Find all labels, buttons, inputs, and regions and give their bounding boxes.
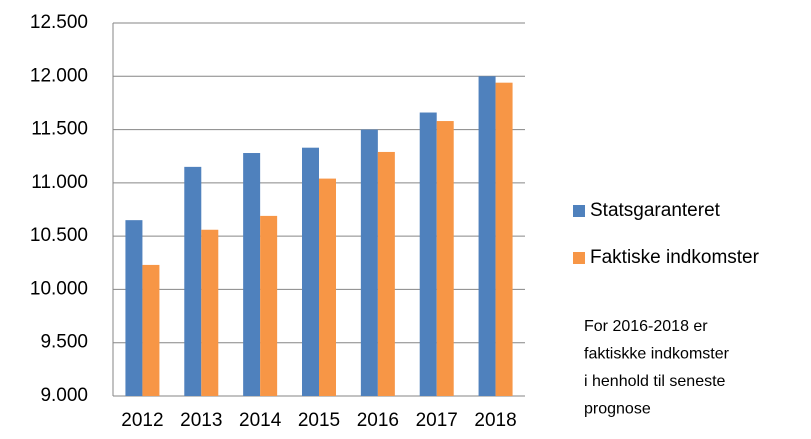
annotation: faktiskke indkomster [584,346,730,363]
annotation: prognose [584,401,651,418]
y-tick-label: 10.500 [30,225,88,246]
bar [495,82,513,397]
bar [142,264,160,396]
x-tick-label: 2015 [298,410,340,431]
bar [260,215,278,396]
x-tick-label: 2018 [474,410,516,431]
bar [201,229,219,396]
y-tick-label: 9.500 [40,332,88,353]
x-tick-label: 2017 [416,410,458,431]
x-tick-label: 2012 [121,410,163,431]
legend-label: Faktiske indkomster [590,247,760,268]
bar [302,147,319,396]
x-tick-label: 2013 [180,410,222,431]
bar [319,178,336,396]
x-tick-label: 2016 [357,410,399,431]
y-tick-label: 9.000 [40,385,88,406]
bar [360,129,378,397]
x-tick-label: 2014 [239,410,282,431]
y-tick-label: 11.000 [31,172,88,193]
bar [436,121,454,396]
bar [243,153,261,396]
y-tick-label: 12.500 [30,12,88,33]
y-tick-label: 12.000 [30,65,88,86]
y-tick-label: 11.500 [31,119,88,140]
bar [419,112,437,397]
bar [184,166,202,396]
annotation: For 2016-2018 er [584,318,708,335]
legend-label: Statsgaranteret [590,200,721,221]
bar [125,220,143,396]
legend-swatch [573,205,585,217]
bar [377,151,395,396]
annotation: i henhold til seneste [584,373,726,390]
legend-swatch [573,252,585,264]
bar [478,76,496,397]
y-tick-label: 10.000 [30,278,88,299]
